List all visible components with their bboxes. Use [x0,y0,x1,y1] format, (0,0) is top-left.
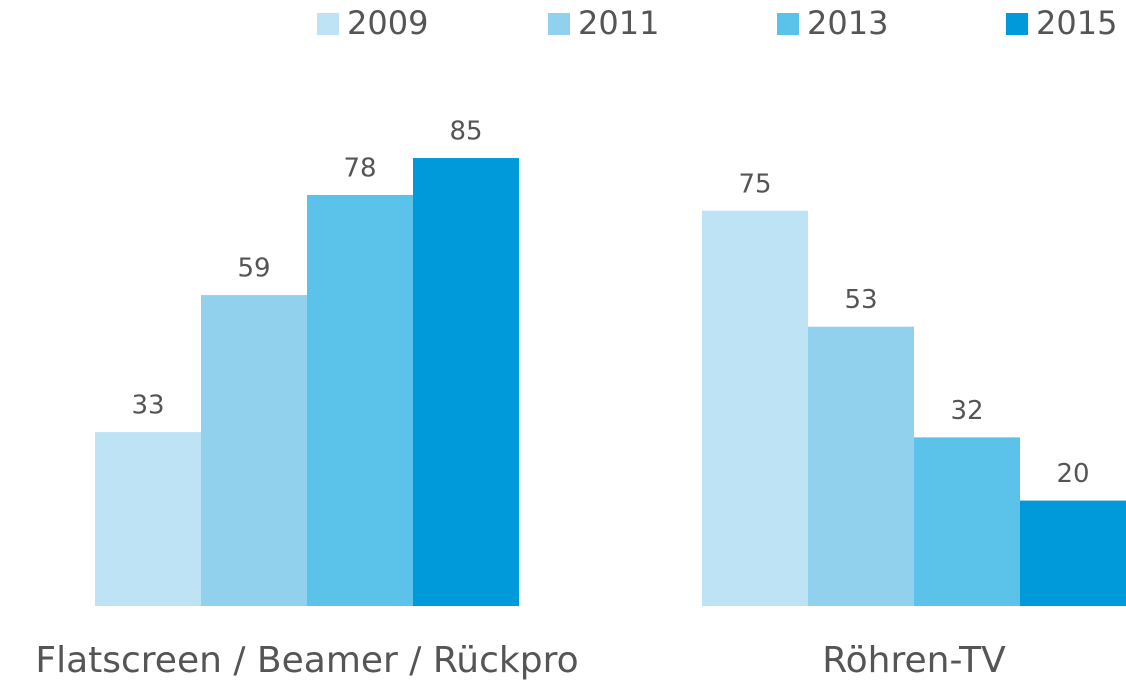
legend-label: 2013 [807,4,888,42]
bar [95,432,201,606]
legend-swatch [1006,13,1028,35]
value-label: 33 [131,391,164,421]
legend-label: 2009 [347,4,428,42]
bar [1020,500,1126,606]
value-label: 32 [950,396,983,426]
legend-label: 2015 [1036,4,1117,42]
bar [307,194,413,606]
category-label: Röhren-TV [822,640,1006,681]
bar [201,295,307,606]
value-label: 85 [449,117,482,147]
value-label: 59 [237,254,270,284]
value-label: 78 [343,153,376,183]
legend-swatch [548,13,570,35]
bar [413,158,519,607]
legend-swatch [317,13,339,35]
category-label: Flatscreen / Beamer / Rückpro [35,640,578,681]
value-label: 53 [844,285,877,315]
bar [914,437,1020,606]
bar [702,210,808,606]
value-label: 20 [1056,459,1089,489]
legend-swatch [777,13,799,35]
value-label: 75 [738,169,771,199]
bar [808,326,914,606]
legend-label: 2011 [578,4,659,42]
